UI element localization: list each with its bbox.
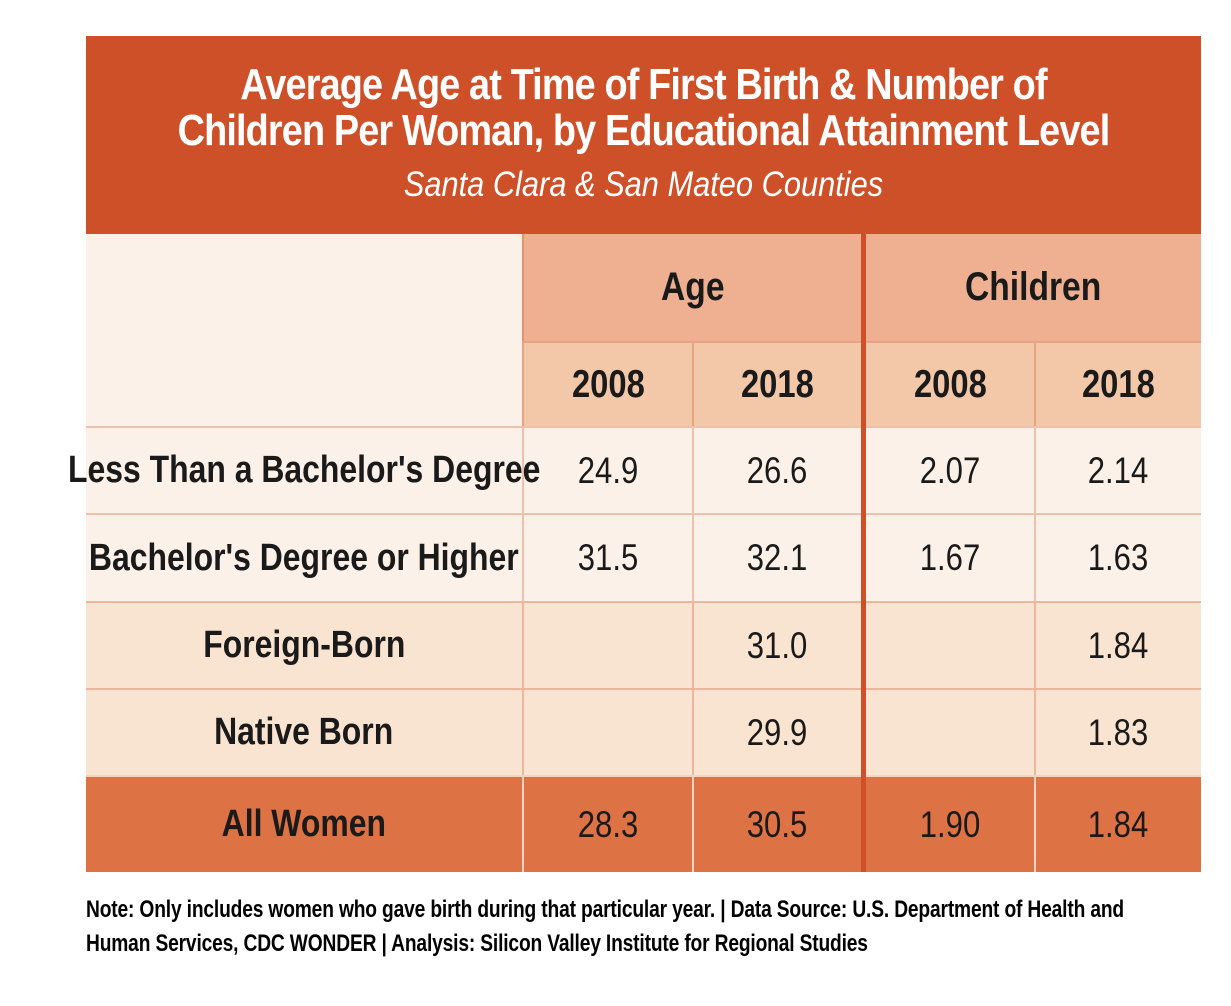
cell-value: 31.5	[577, 537, 639, 578]
cell-value: 31.0	[747, 624, 808, 666]
table-cell	[866, 601, 1034, 688]
row-label: Foreign-Born	[86, 601, 522, 688]
row-label: Less Than a Bachelor's Degree	[68, 426, 540, 513]
cell-value: 32.1	[747, 537, 808, 578]
cell-value: 29.9	[747, 711, 808, 753]
cell-value: 28.3	[577, 803, 639, 845]
year-header-age-2018: 2018	[692, 341, 861, 426]
table-cell	[522, 688, 692, 775]
row-label-text: All Women	[221, 803, 387, 845]
figure-title-line-1: Average Age at Time of First Birth & Num…	[240, 60, 1047, 109]
cell-value: 2.07	[919, 449, 981, 491]
column-group-header-children: Children	[866, 234, 1201, 341]
footnote: Note: Only includes women who gave birth…	[86, 893, 1231, 961]
table-cell: 1.67	[866, 513, 1034, 601]
row-label-text: Native Born	[214, 711, 394, 753]
data-table: Age Children 2008 2018 2008 2018 Less Th…	[68, 234, 1201, 872]
row-label-all-women: All Women	[86, 775, 522, 872]
table-cell: 30.5	[692, 775, 861, 872]
table-cell: 1.84	[1034, 601, 1201, 688]
figure-title-line-2: Children Per Woman, by Educational Attai…	[177, 106, 1111, 155]
cell-value: 1.63	[1088, 537, 1149, 578]
cell-value: 26.6	[747, 449, 808, 491]
table-cell: 24.9	[522, 426, 692, 513]
year-header-label: 2008	[913, 362, 987, 406]
footnote-text: Note: Only includes women who gave birth…	[86, 896, 1124, 957]
figure-subtitle: Santa Clara & San Mateo Counties	[403, 165, 884, 204]
cell-value: 1.84	[1088, 803, 1149, 845]
table-cell: 1.90	[866, 775, 1034, 872]
cell-value: 1.84	[1088, 624, 1149, 666]
table-cell: 32.1	[692, 513, 861, 601]
year-header-label: 2008	[571, 362, 645, 406]
row-label: Native Born	[86, 688, 522, 775]
year-header-age-2008: 2008	[522, 341, 692, 426]
year-header-label: 2018	[741, 362, 814, 406]
column-group-header-age: Age	[522, 234, 861, 341]
cell-value: 1.67	[919, 537, 981, 578]
column-group-label: Children	[965, 265, 1102, 309]
table-cell: 29.9	[692, 688, 861, 775]
row-label: Bachelor's Degree or Higher	[86, 513, 522, 601]
year-header-children-2018: 2018	[1034, 341, 1201, 426]
cell-value: 2.14	[1088, 449, 1149, 491]
cell-value: 1.90	[919, 803, 981, 845]
column-group-label: Age	[660, 265, 725, 309]
table-cell	[522, 601, 692, 688]
table-cell	[866, 688, 1034, 775]
table-cell: 2.07	[866, 426, 1034, 513]
cell-value: 30.5	[747, 803, 808, 845]
title-block: Average Age at Time of First Birth & Num…	[86, 36, 1201, 234]
table-cell: 1.83	[1034, 688, 1201, 775]
table-cell: 2.14	[1034, 426, 1201, 513]
cell-value: 1.83	[1088, 711, 1149, 753]
year-header-children-2008: 2008	[866, 341, 1034, 426]
table-cell: 26.6	[692, 426, 861, 513]
group-divider	[861, 234, 866, 872]
table-cell: 28.3	[522, 775, 692, 872]
table-cell: 1.63	[1034, 513, 1201, 601]
cell-value: 24.9	[577, 449, 639, 491]
table-corner-cell	[86, 234, 522, 426]
table-cell: 31.0	[692, 601, 861, 688]
table-cell: 1.84	[1034, 775, 1201, 872]
row-label-text: Foreign-Born	[202, 624, 406, 666]
table-cell: 31.5	[522, 513, 692, 601]
row-label-text: Less Than a Bachelor's Degree	[67, 449, 541, 491]
year-header-label: 2018	[1082, 362, 1155, 406]
row-label-text: Bachelor's Degree or Higher	[89, 536, 519, 579]
